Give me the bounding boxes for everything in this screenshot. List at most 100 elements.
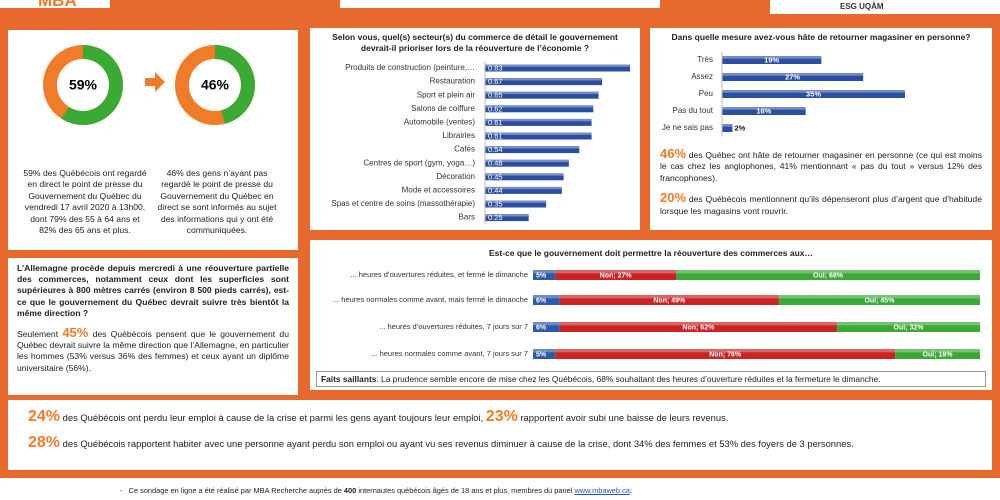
bar	[485, 186, 562, 194]
bar-segment	[559, 295, 779, 305]
text: 400	[343, 486, 357, 495]
value-label: 0.65	[488, 91, 503, 100]
bar-shine	[836, 322, 980, 326]
value-label: 0.54	[488, 145, 503, 154]
text: des Québécois rapportent habiter avec un…	[60, 438, 854, 449]
value-label: Non; 49%	[653, 297, 686, 304]
donut-text: 46% des gens n’ayant pas regardé le poin…	[157, 168, 277, 236]
bar	[485, 91, 599, 99]
bar-shine	[485, 132, 592, 135]
text: des Québécois ont perdu leur emploi à ca…	[60, 412, 486, 423]
category-label: Bars	[459, 213, 475, 222]
return-text: 46% des Québec ont hâte de retourner mag…	[660, 146, 982, 217]
value-label: 2%	[734, 123, 745, 132]
bar-shine	[559, 322, 837, 326]
return-panel: Dans quelle mesure avez-vous hâte de ret…	[650, 28, 992, 230]
text: des Québécois mentionnent qu’ils dépense…	[660, 194, 982, 216]
header-title-area	[340, 0, 660, 8]
value-label: 0.83	[488, 63, 503, 72]
bar-segment	[533, 349, 556, 359]
bar-shine	[533, 270, 556, 274]
category-label: Je ne sais pas	[662, 123, 713, 132]
value-label: 5%	[536, 351, 547, 358]
bar-shine	[485, 64, 630, 67]
bar-shine	[485, 146, 580, 149]
value-label: 5%	[536, 272, 547, 279]
value-label: 6%	[536, 324, 547, 331]
value-label: 27%	[785, 72, 800, 81]
bar	[485, 146, 580, 154]
bar-shine	[485, 78, 603, 81]
answer: Seulement 45% des Québécois pensent que …	[17, 326, 289, 374]
category-label: Spas et centre de soins (massothérapie)	[331, 199, 475, 208]
value-label: 0.61	[488, 118, 503, 127]
donut-panel: 59% 46% 59% des Québécois ont regardé en …	[8, 30, 298, 250]
bar-segment	[836, 322, 980, 332]
bar-shine	[722, 107, 806, 110]
value-label: 0.35	[488, 199, 503, 208]
bar-shine	[722, 56, 822, 59]
bar-shine	[485, 91, 599, 95]
chart: ... heures d’ouvertures réduites, et fer…	[333, 270, 980, 359]
value-label: 6%	[536, 297, 547, 304]
bar-segment	[533, 295, 560, 305]
bar-shine	[676, 270, 980, 274]
value-label: 0.61	[488, 131, 503, 140]
link: www.mbaweb.ca	[574, 486, 630, 495]
value-label: Oui; 68%	[813, 272, 844, 279]
bar-shine	[533, 322, 560, 326]
sector-panel: Selon vous, quel(s) secteur(s) du commer…	[310, 28, 640, 230]
bar	[485, 214, 529, 222]
value-label: 16%	[756, 106, 771, 115]
bar-shine	[555, 349, 896, 353]
bar-shine	[555, 270, 677, 274]
bar	[722, 107, 806, 115]
label: Faits saillants	[321, 374, 377, 384]
bar-shine	[485, 105, 594, 108]
chart: Très 19% Assez 27% Peu 35% Pas du tout 16% Je ne…	[662, 51, 905, 137]
highlight: 23%	[485, 408, 518, 425]
category-label: Salons de coiffure	[411, 104, 475, 113]
category-label: Très	[697, 55, 713, 64]
bar	[485, 64, 630, 72]
reopening-panel: Est-ce que le gouvernement doit permettr…	[310, 240, 992, 390]
bullet: -	[120, 486, 129, 495]
bar-shine	[533, 349, 556, 353]
bar-segment	[895, 349, 980, 359]
bar	[485, 78, 603, 86]
donut-arc	[43, 45, 123, 125]
bar	[485, 200, 547, 208]
value-label: Oui; 45%	[864, 297, 895, 304]
text: des Québec ont hâte de retourner magasin…	[660, 150, 982, 183]
highlight: 20%	[660, 190, 687, 206]
highlight: 28%	[28, 434, 61, 451]
bar-shine	[778, 295, 980, 299]
bar-shine	[722, 124, 733, 127]
highlight: 46%	[660, 146, 687, 161]
bar	[722, 90, 905, 98]
value-label: Non; 76%	[709, 351, 742, 358]
value-label: Non; 62%	[682, 324, 715, 331]
category-label: Sport et plein air	[417, 90, 476, 99]
bar-segment	[533, 270, 556, 280]
donuts: 59% 46%	[43, 45, 255, 125]
value-label: 0.44	[488, 186, 503, 195]
category-label: ... heures normales comme avant, mais fe…	[333, 295, 528, 304]
bar	[722, 73, 864, 81]
bar	[485, 132, 592, 140]
category-label: Restauration	[430, 77, 475, 86]
category-label: Peu	[699, 89, 713, 98]
bar-segment	[778, 295, 980, 305]
chart-title: Selon vous, quel(s) secteur(s) du commer…	[332, 32, 618, 53]
category-label: Librairies	[443, 131, 475, 140]
highlight: 24%	[28, 408, 61, 425]
bar-segment	[533, 322, 560, 332]
logo-right: ESG UQÀM	[840, 2, 884, 11]
bar-segment	[559, 322, 837, 332]
bar-segment	[555, 270, 677, 280]
value-label: Oui; 19%	[923, 351, 954, 358]
category-label: Automobile (ventes)	[404, 118, 475, 127]
category-label: Centres de sport (gym, yoga…)	[363, 158, 475, 167]
bottom-panel: 24% des Québécois ont perdu leur emploi …	[8, 400, 992, 470]
arrow	[145, 72, 165, 92]
